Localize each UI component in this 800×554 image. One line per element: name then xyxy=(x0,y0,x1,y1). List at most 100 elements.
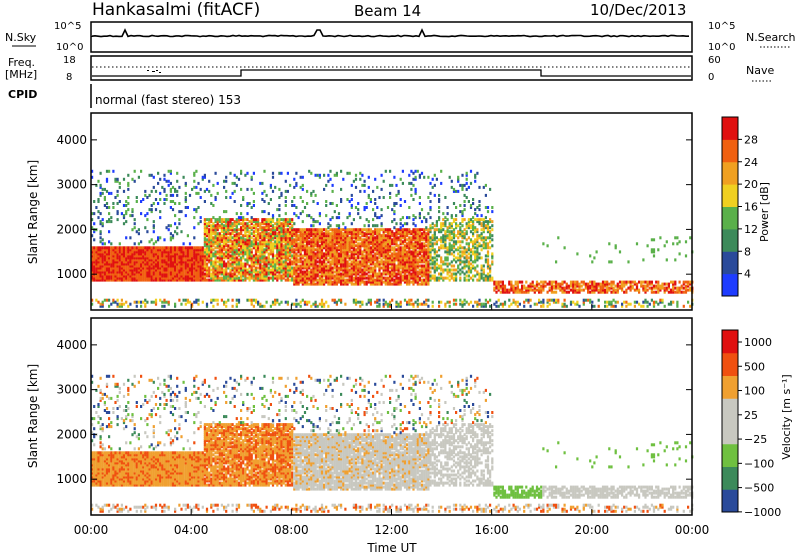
power-cell xyxy=(261,278,264,282)
power-cell xyxy=(384,169,387,173)
power-cell xyxy=(174,222,177,226)
power-cell xyxy=(263,238,266,242)
power-cell xyxy=(161,304,164,308)
power-cell xyxy=(125,250,128,254)
nave-label: Nave xyxy=(746,64,774,77)
power-cell xyxy=(159,258,162,262)
power-cell xyxy=(91,254,94,258)
power-cell xyxy=(169,193,172,197)
power-cell xyxy=(223,220,226,224)
power-cell xyxy=(457,270,460,274)
power-cell xyxy=(280,191,283,195)
power-cell xyxy=(395,228,398,232)
power-cell xyxy=(295,278,298,282)
power-cell xyxy=(314,266,317,270)
power-cell xyxy=(323,282,326,286)
power-cell xyxy=(365,240,368,244)
power-cell xyxy=(110,268,113,272)
power-cell xyxy=(331,270,334,274)
power-cell xyxy=(378,278,381,282)
power-cell xyxy=(165,250,168,254)
power-cell xyxy=(182,262,185,266)
power-cell xyxy=(308,266,311,270)
power-cell xyxy=(165,272,168,276)
power-cell xyxy=(382,228,385,232)
power-cell xyxy=(416,298,419,302)
power-cell xyxy=(225,270,228,274)
power-cell xyxy=(233,248,236,252)
power-cell xyxy=(265,258,268,262)
power-cell xyxy=(414,187,417,191)
power-cell xyxy=(406,238,409,242)
power-cell xyxy=(250,272,253,276)
power-cell xyxy=(333,276,336,280)
power-cell xyxy=(429,270,432,274)
power-cell xyxy=(361,242,364,246)
power-cell xyxy=(174,268,177,272)
power-cell xyxy=(384,268,387,272)
power-cell xyxy=(380,214,383,218)
power-cell xyxy=(95,276,98,280)
power-cell xyxy=(233,246,236,250)
power-cell xyxy=(250,177,253,181)
power-cell xyxy=(299,248,302,252)
power-cell xyxy=(127,274,130,278)
power-cell xyxy=(174,202,177,205)
power-cell xyxy=(267,278,270,282)
power-cell xyxy=(235,240,238,244)
power-cell xyxy=(191,256,194,260)
power-cell xyxy=(280,218,283,222)
power-cell xyxy=(325,214,328,218)
power-cell xyxy=(133,169,136,173)
power-cell xyxy=(212,222,215,226)
power-cell xyxy=(278,208,281,212)
freq-strip-frame xyxy=(90,55,693,81)
power-cell xyxy=(427,196,430,199)
power-cell xyxy=(178,278,181,282)
power-cell xyxy=(469,266,473,270)
power-cell xyxy=(412,242,415,246)
power-cell xyxy=(101,304,104,308)
power-cell xyxy=(282,268,285,272)
power-cell xyxy=(152,254,155,258)
power-cell xyxy=(459,183,462,187)
power-cell xyxy=(157,270,160,274)
power-cell xyxy=(235,246,238,250)
power-cell xyxy=(235,304,238,308)
power-cell xyxy=(323,256,326,260)
power-cell xyxy=(391,282,394,286)
power-cell xyxy=(299,240,302,244)
power-cell xyxy=(235,234,238,238)
power-cell xyxy=(267,220,270,224)
power-cell xyxy=(310,248,313,252)
power-cell xyxy=(91,226,94,230)
power-cell xyxy=(374,254,377,258)
power-cell xyxy=(152,258,155,262)
power-cell xyxy=(378,264,381,268)
power-cell xyxy=(246,248,249,252)
power-cell xyxy=(129,252,132,256)
power-cell xyxy=(367,260,370,264)
power-cell xyxy=(278,224,281,228)
power-cell xyxy=(399,300,402,304)
power-cell xyxy=(374,270,377,274)
power-cell xyxy=(329,236,332,240)
power-cell xyxy=(169,270,172,274)
power-cell xyxy=(346,242,349,246)
power-cell xyxy=(244,270,247,274)
power-cell xyxy=(184,258,187,262)
power-cell xyxy=(263,264,266,268)
power-cell xyxy=(469,254,473,258)
power-cell xyxy=(276,276,279,280)
power-cell xyxy=(410,298,413,302)
power-cell xyxy=(346,256,349,260)
power-cell xyxy=(327,258,330,262)
power-cell xyxy=(263,218,266,222)
power-cell xyxy=(180,302,183,306)
power-cell xyxy=(127,276,130,280)
power-cell xyxy=(433,228,436,232)
power-cell xyxy=(91,262,94,266)
power-cell xyxy=(225,268,228,272)
power-cell xyxy=(348,248,351,252)
power-cell xyxy=(144,226,147,230)
